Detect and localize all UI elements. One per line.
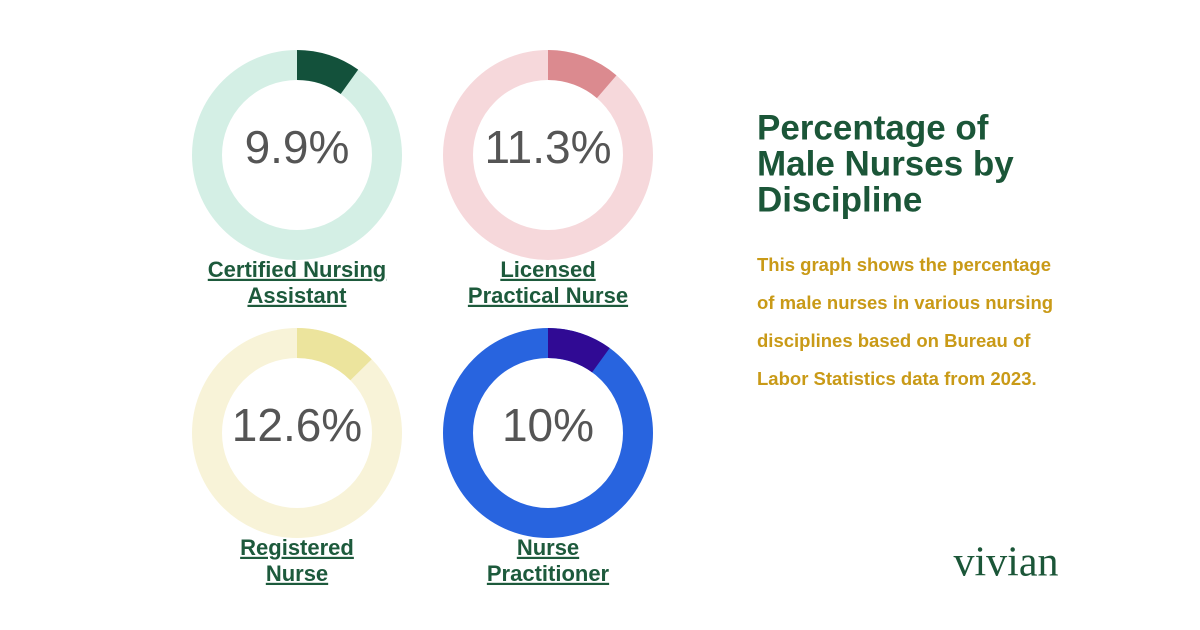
- chart-label: Certified Nursing: [208, 257, 386, 282]
- description-line: of male nurses in various nursing: [757, 292, 1053, 313]
- description-line: disciplines based on Bureau of: [757, 330, 1031, 351]
- value-label: 12.6%: [232, 399, 362, 451]
- value-label: 9.9%: [245, 121, 350, 173]
- donut-segment: [547, 50, 617, 99]
- chart-label: Registered: [240, 535, 354, 560]
- brand-logo: vivian: [954, 540, 1059, 586]
- chart-label: Nurse: [517, 535, 579, 560]
- title-line: Male Nurses by: [757, 144, 1014, 183]
- chart-label: Licensed: [500, 257, 595, 282]
- chart-label: Practical Nurse: [468, 283, 628, 308]
- title-line: Percentage of: [757, 108, 989, 147]
- chart-label: Assistant: [247, 283, 347, 308]
- donut-segment: [547, 328, 610, 373]
- donut-segment: [296, 328, 372, 381]
- description-line: This graph shows the percentage: [757, 254, 1051, 275]
- value-label: 11.3%: [484, 121, 611, 173]
- chart-label: Practitioner: [487, 561, 610, 586]
- donut-segment: [296, 50, 359, 95]
- chart-label: Nurse: [266, 561, 328, 586]
- value-label: 10%: [502, 399, 594, 451]
- title-line: Discipline: [757, 180, 922, 219]
- description-line: Labor Statistics data from 2023.: [757, 368, 1037, 389]
